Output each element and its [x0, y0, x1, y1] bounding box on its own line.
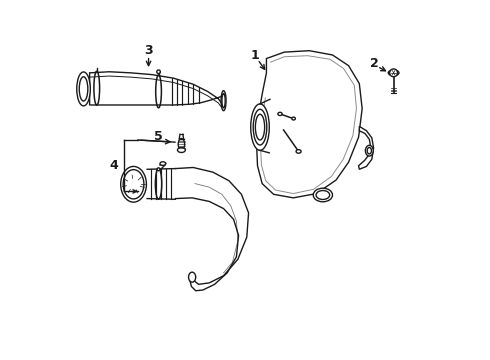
Polygon shape [90, 72, 223, 106]
Ellipse shape [222, 94, 225, 108]
Ellipse shape [253, 109, 267, 145]
Ellipse shape [178, 139, 185, 150]
Ellipse shape [157, 70, 160, 73]
Ellipse shape [189, 272, 196, 282]
Ellipse shape [121, 166, 147, 202]
Ellipse shape [292, 117, 295, 120]
Ellipse shape [123, 170, 144, 199]
Text: 3: 3 [144, 44, 153, 57]
Polygon shape [256, 51, 362, 198]
Text: 1: 1 [250, 49, 259, 62]
Ellipse shape [79, 77, 88, 101]
Ellipse shape [77, 72, 90, 106]
Ellipse shape [255, 114, 265, 140]
Ellipse shape [316, 190, 330, 199]
Ellipse shape [388, 70, 399, 76]
Polygon shape [359, 126, 373, 169]
Ellipse shape [221, 91, 226, 111]
Ellipse shape [296, 150, 301, 153]
Ellipse shape [366, 145, 373, 156]
Ellipse shape [157, 168, 160, 171]
Ellipse shape [160, 162, 166, 165]
Ellipse shape [390, 69, 397, 77]
Text: 4: 4 [109, 159, 118, 172]
Ellipse shape [367, 148, 371, 154]
Polygon shape [175, 167, 248, 291]
Ellipse shape [278, 112, 282, 116]
Text: 2: 2 [370, 57, 379, 70]
Text: 5: 5 [154, 130, 163, 143]
Ellipse shape [177, 148, 185, 153]
Ellipse shape [313, 188, 333, 202]
Ellipse shape [251, 104, 270, 150]
